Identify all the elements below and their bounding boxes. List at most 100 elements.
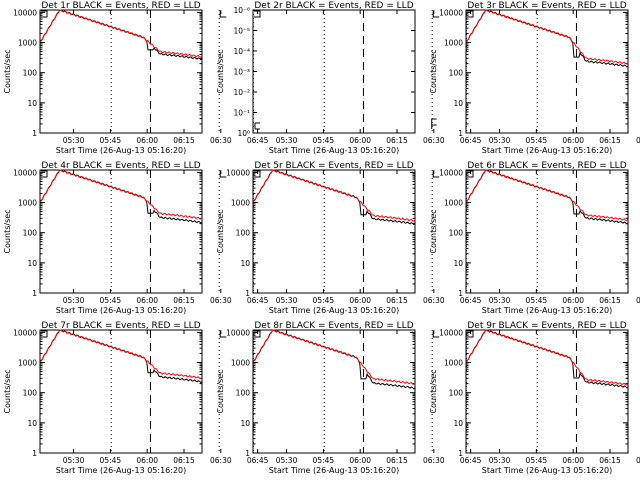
panel-title: Det 1r BLACK = Events, RED = LLD <box>41 1 200 11</box>
corner-mark <box>219 11 227 18</box>
y-tick-label: 10⁻² <box>233 88 250 97</box>
x-axis-label: Start Time (26-Aug-13 05:16:20) <box>482 146 613 155</box>
x-tick-label: 06:30 <box>210 296 232 305</box>
y-tick-label: 10 <box>240 419 250 428</box>
panel-det2r: Det 2r BLACK = Events, RED = LLD Counts/s… <box>216 1 482 155</box>
y-tick-label: 10000 <box>439 328 463 337</box>
bracket-mark <box>431 118 437 129</box>
x-axis-label: Start Time (26-Aug-13 05:16:20) <box>269 306 400 315</box>
corner-mark <box>254 330 261 338</box>
x-tick-label: 06:45 <box>247 296 269 305</box>
y-tick-label: 1 <box>32 129 37 138</box>
x-tick-label: 06:15 <box>173 136 195 145</box>
y-tick-label: 100 <box>23 229 38 238</box>
y-tick-label: 10000 <box>439 8 463 17</box>
x-tick-label: 06:30 <box>636 296 640 305</box>
x-tick-label: 05:30 <box>276 456 298 465</box>
y-tick-label: 1 <box>458 129 463 138</box>
panel-det8r: Det 8r BLACK = Events, RED = LLD Counts/s… <box>216 321 482 475</box>
y-tick-label: 10⁻¹ <box>233 109 250 118</box>
x-axis-label: Start Time (26-Aug-13 05:16:20) <box>269 466 400 475</box>
x-tick-label: 06:30 <box>636 456 640 465</box>
y-tick-label: 10⁻³ <box>233 68 250 77</box>
x-tick-label: 05:30 <box>489 456 511 465</box>
x-tick-label: 06:30 <box>423 296 445 305</box>
x-tick-label: 05:45 <box>313 456 335 465</box>
y-tick-label: 10000 <box>13 328 37 337</box>
plot-frame <box>39 9 203 134</box>
series-lld-line <box>465 169 629 221</box>
y-tick-label: 1000 <box>18 39 37 48</box>
y-axis-label: Counts/sec <box>3 369 12 413</box>
x-tick-label: 06:15 <box>386 296 408 305</box>
x-tick-label: 05:45 <box>313 296 335 305</box>
y-tick-label: 10 <box>27 419 37 428</box>
y-axis-label: Counts/sec <box>216 209 225 253</box>
panel-title: Det 2r BLACK = Events, RED = LLD <box>254 1 413 11</box>
corner-mark <box>467 10 474 18</box>
y-tick-label: 1 <box>245 289 250 298</box>
y-tick-label: 1 <box>32 289 37 298</box>
panel-title: Det 4r BLACK = Events, RED = LLD <box>41 161 200 171</box>
x-tick-label: 05:30 <box>489 136 511 145</box>
y-tick-label: 1000 <box>231 199 250 208</box>
y-tick-label: 10⁰ <box>237 129 250 138</box>
corner-mark <box>467 330 474 338</box>
panel-title: Det 6r BLACK = Events, RED = LLD <box>467 161 626 171</box>
y-tick-label: 1000 <box>18 359 37 368</box>
x-tick-label: 05:45 <box>526 296 548 305</box>
x-tick-label: 06:15 <box>599 296 621 305</box>
x-tick-label: 06:45 <box>247 136 269 145</box>
series-lld-line <box>252 329 416 385</box>
x-tick-label: 05:45 <box>526 456 548 465</box>
y-tick-label: 1 <box>458 289 463 298</box>
x-tick-label: 06:45 <box>460 296 482 305</box>
series-lld-line <box>465 329 629 386</box>
x-tick-label: 06:45 <box>460 136 482 145</box>
y-axis-label: Counts/sec <box>429 49 438 93</box>
y-tick-label: 1000 <box>444 359 463 368</box>
x-tick-label: 05:30 <box>63 296 85 305</box>
x-tick-label: 06:15 <box>386 136 408 145</box>
y-tick-label: 1 <box>32 449 37 458</box>
y-tick-label: 10000 <box>226 168 250 177</box>
y-tick-label: 10000 <box>13 168 37 177</box>
y-axis-label: Counts/sec <box>429 369 438 413</box>
corner-mark <box>432 331 440 338</box>
y-tick-label: 100 <box>449 389 464 398</box>
plot-frame <box>252 329 416 454</box>
x-tick-label: 06:00 <box>349 296 371 305</box>
x-tick-label: 06:30 <box>210 136 232 145</box>
y-axis-label: Counts/sec <box>3 49 12 93</box>
panel-det9r: Det 9r BLACK = Events, RED = LLD Counts/s… <box>429 321 640 475</box>
y-axis-label: Counts/sec <box>216 369 225 413</box>
x-tick-label: 06:00 <box>136 136 158 145</box>
y-tick-label: 10 <box>27 259 37 268</box>
y-tick-label: 10 <box>453 99 463 108</box>
y-tick-label: 1 <box>458 449 463 458</box>
y-tick-label: 1000 <box>231 359 250 368</box>
panel-title: Det 3r BLACK = Events, RED = LLD <box>467 1 626 11</box>
panel-det7r: Det 7r BLACK = Events, RED = LLD Counts/s… <box>3 321 269 475</box>
y-tick-label: 100 <box>23 389 38 398</box>
y-tick-label: 10000 <box>13 8 37 17</box>
y-tick-label: 100 <box>236 229 251 238</box>
plot-frame <box>252 9 416 134</box>
y-tick-label: 100 <box>236 389 251 398</box>
x-tick-label: 05:45 <box>100 456 122 465</box>
plot-frame <box>465 169 629 294</box>
x-axis-label: Start Time (26-Aug-13 05:16:20) <box>269 146 400 155</box>
x-tick-label: 06:30 <box>423 136 445 145</box>
corner-mark <box>432 11 440 18</box>
corner-mark <box>219 171 227 178</box>
corner-mark <box>41 170 48 178</box>
y-axis-label: Counts/sec <box>429 209 438 253</box>
y-tick-label: 100 <box>449 69 464 78</box>
x-tick-label: 06:15 <box>173 456 195 465</box>
y-tick-label: 10⁻⁶ <box>233 6 250 15</box>
y-tick-label: 10 <box>240 259 250 268</box>
plot-frame <box>465 9 629 134</box>
plot-frame <box>465 329 629 454</box>
bracket-mark <box>254 122 260 130</box>
